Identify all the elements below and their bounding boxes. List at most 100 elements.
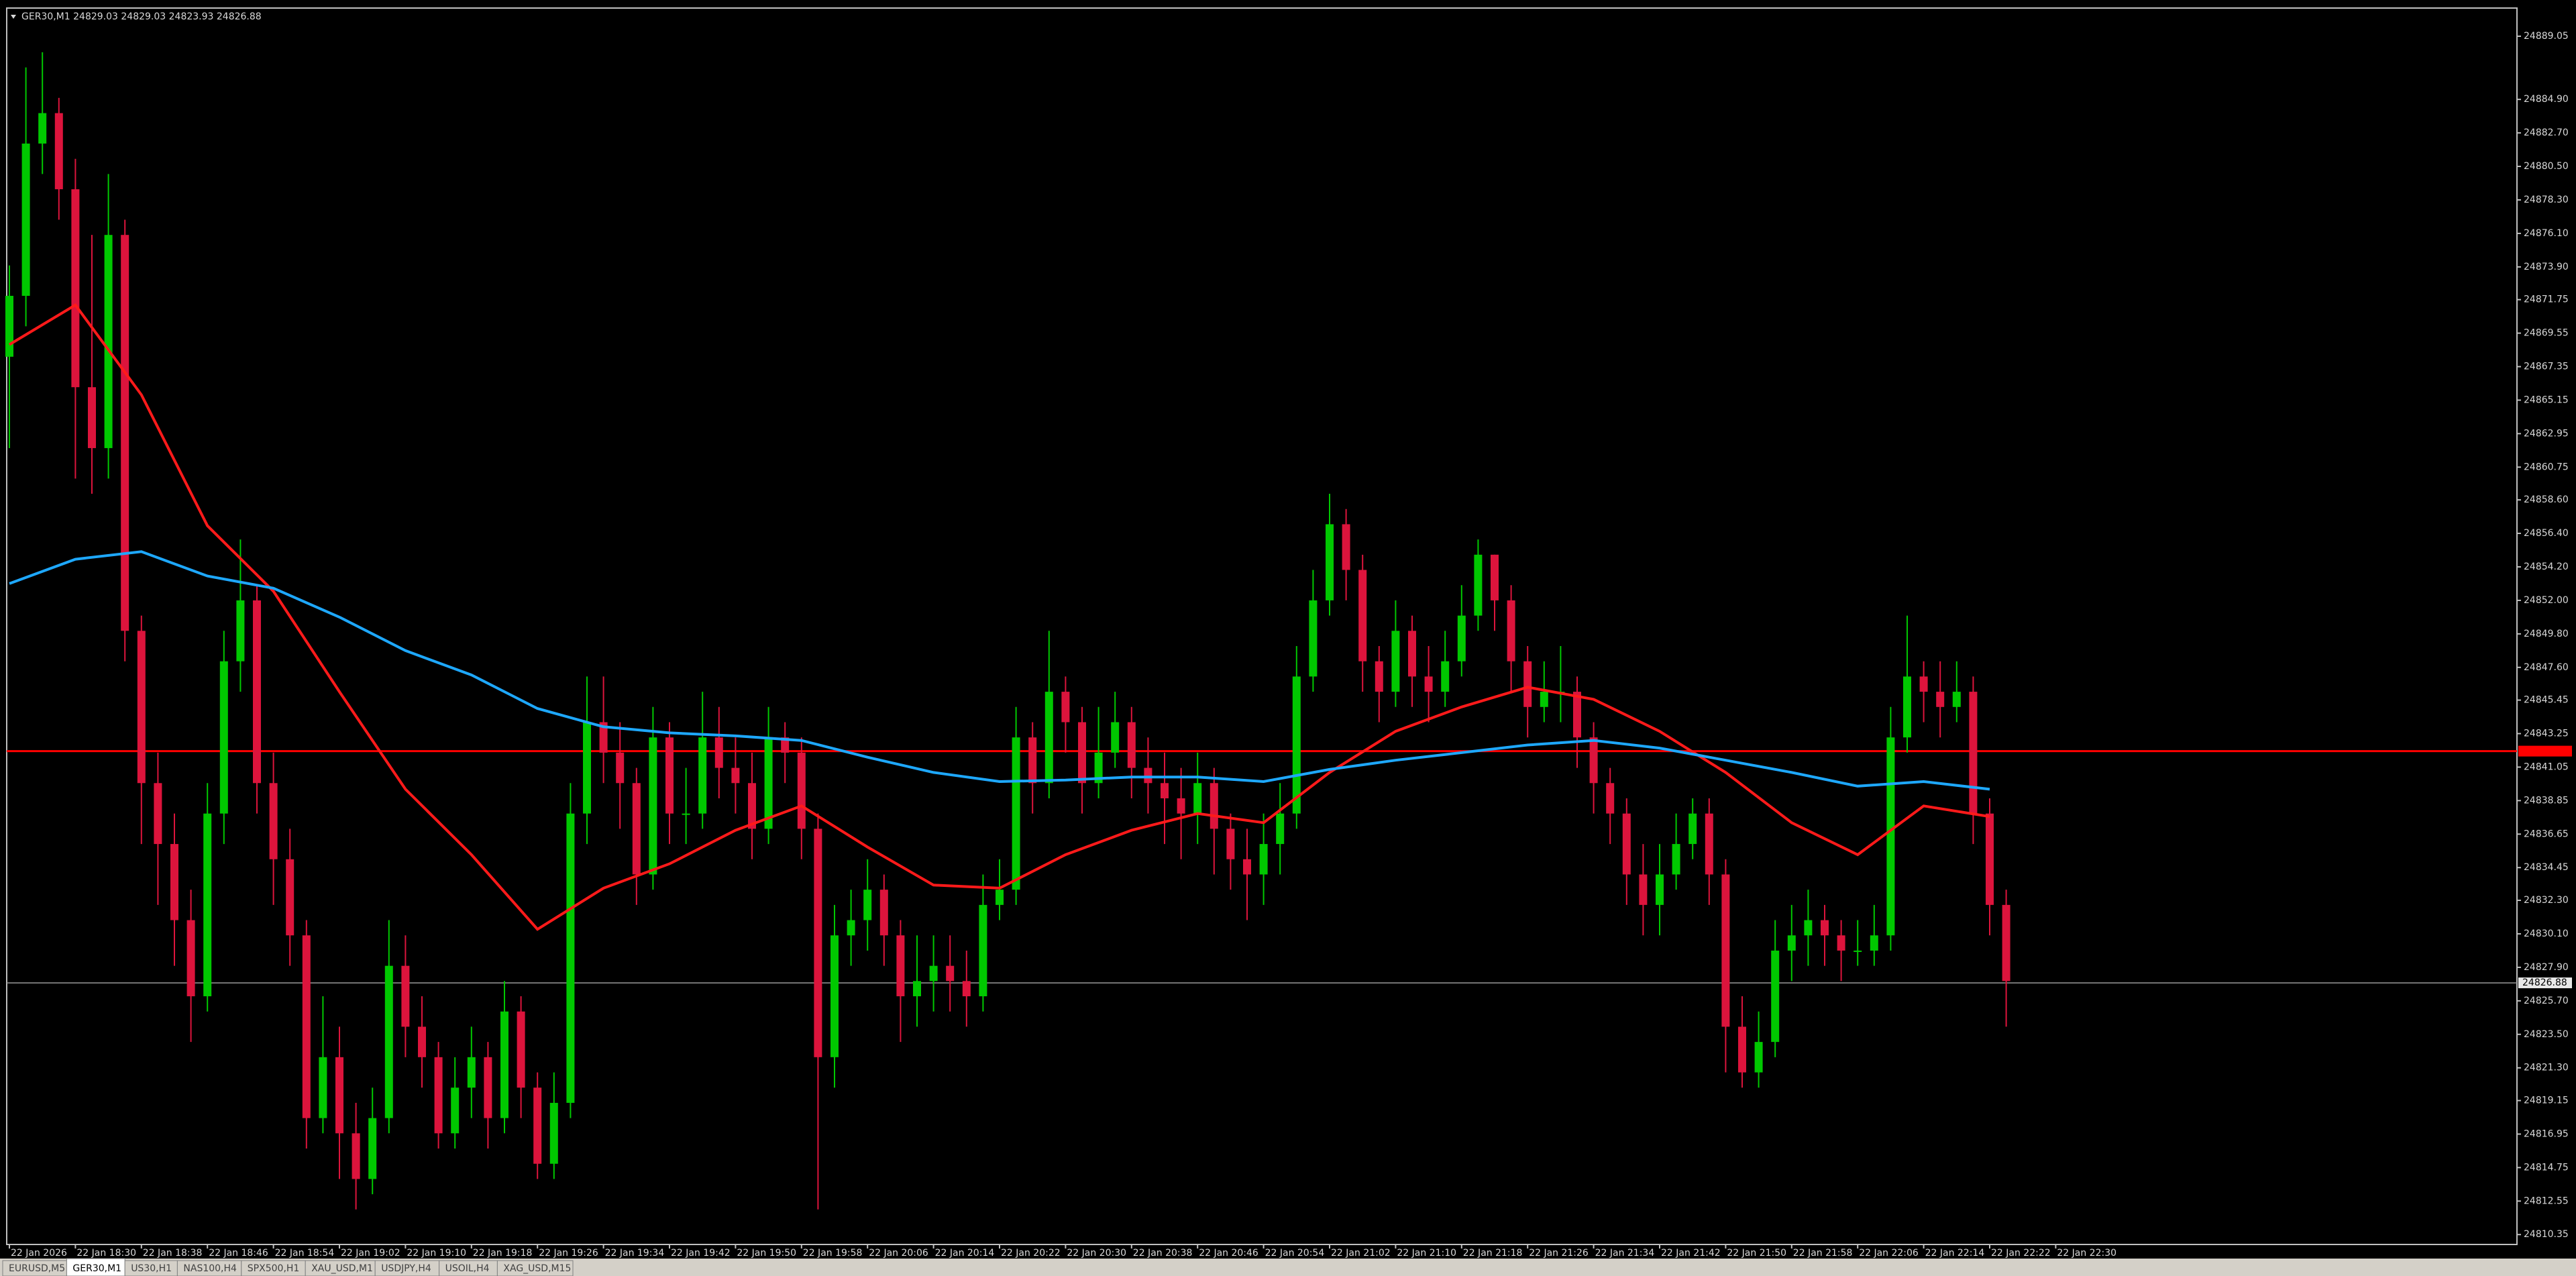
candle-body — [1903, 676, 1911, 738]
y-tick-label: 24845.45 — [2524, 695, 2569, 706]
candle-body — [1705, 813, 1713, 875]
x-tick-label: 22 Jan 20:30 — [1067, 1248, 1126, 1259]
y-tick-label: 24843.25 — [2524, 729, 2569, 739]
tab-label[interactable]: XAU_USD,M1 — [311, 1263, 373, 1274]
candle-body — [1854, 950, 1862, 952]
x-tick-label: 22 Jan 21:18 — [1463, 1248, 1523, 1259]
candle-body — [302, 935, 311, 1118]
candle-body — [1111, 722, 1120, 753]
candle-body — [1787, 935, 1796, 951]
tab-label[interactable]: EURUSD,M5 — [9, 1263, 65, 1274]
x-tick-label: 22 Jan 20:14 — [935, 1248, 995, 1259]
x-tick-label: 22 Jan 21:02 — [1331, 1248, 1391, 1259]
y-tick-label: 24827.90 — [2524, 962, 2569, 973]
y-tick-label: 24819.15 — [2524, 1096, 2569, 1106]
candle-body — [1688, 813, 1697, 845]
candle-body — [599, 722, 608, 753]
candle-body — [1144, 767, 1152, 784]
candle-body — [1358, 570, 1367, 661]
candle-body — [1292, 676, 1301, 814]
x-tick-label: 22 Jan 2026 — [11, 1248, 67, 1259]
tab-label[interactable]: SPX500,H1 — [248, 1263, 300, 1274]
tab-label[interactable]: GER30,M1 — [72, 1263, 121, 1274]
candle-body — [1523, 661, 1532, 707]
candle-body — [1391, 631, 1400, 692]
candle-body — [830, 935, 839, 1057]
candle-body — [583, 722, 591, 814]
tab-label[interactable]: USOIL,H4 — [445, 1263, 490, 1274]
candle-body — [137, 631, 146, 784]
candle-body — [434, 1057, 443, 1134]
tab[interactable] — [66, 1258, 125, 1276]
candle-body — [1639, 874, 1648, 905]
y-tick-label: 24871.75 — [2524, 295, 2569, 305]
bid-label: 24826.88 — [2522, 977, 2567, 988]
x-tick-label: 22 Jan 18:30 — [76, 1248, 136, 1259]
y-tick-label: 24823.50 — [2524, 1029, 2569, 1040]
candle-body — [682, 813, 690, 815]
candle-body — [1177, 798, 1185, 814]
y-tick-label: 24841.05 — [2524, 761, 2569, 772]
tab-label[interactable]: US30,H1 — [131, 1263, 172, 1274]
candle-body — [1589, 737, 1598, 784]
x-tick-label: 22 Jan 18:38 — [143, 1248, 203, 1259]
x-tick-label: 22 Jan 22:06 — [1859, 1248, 1919, 1259]
candle-body — [1012, 737, 1020, 890]
candle-body — [1507, 600, 1515, 661]
candle-body — [451, 1087, 460, 1134]
bid-marker — [2518, 977, 2572, 989]
candle-body — [1210, 783, 1218, 829]
candle-body — [1457, 615, 1466, 661]
candle-body — [1952, 692, 1961, 707]
candle-body — [1375, 661, 1383, 692]
candle-body — [1986, 813, 1994, 905]
x-tick-label: 22 Jan 21:10 — [1397, 1248, 1456, 1259]
candle-body — [1441, 661, 1450, 692]
candle-body — [632, 783, 641, 875]
candle-body — [797, 752, 806, 829]
x-tick-label: 22 Jan 19:10 — [407, 1248, 466, 1259]
candle-body — [1094, 752, 1103, 784]
x-tick-label: 22 Jan 19:58 — [803, 1248, 863, 1259]
tab-label[interactable]: NAS100,H4 — [183, 1263, 237, 1274]
moving-average — [8, 303, 1990, 931]
candle-body — [203, 813, 212, 997]
y-tick-label: 24873.90 — [2524, 262, 2569, 272]
candle-body — [996, 890, 1004, 905]
x-tick-label: 22 Jan 19:26 — [539, 1248, 598, 1259]
x-tick-label: 22 Jan 20:06 — [869, 1248, 928, 1259]
y-tick-label: 24849.80 — [2524, 629, 2569, 639]
candle-body — [467, 1057, 476, 1088]
y-tick-label: 24810.35 — [2524, 1229, 2569, 1240]
candle-body — [154, 783, 162, 845]
tab[interactable] — [496, 1260, 574, 1276]
candle-body — [1804, 920, 1813, 936]
y-tick-label: 24832.30 — [2524, 895, 2569, 906]
candle-body — [748, 783, 756, 829]
y-tick-label: 24838.85 — [2524, 795, 2569, 806]
y-tick-label: 24814.75 — [2524, 1162, 2569, 1173]
candle-body — [1127, 722, 1136, 768]
y-tick-label: 24867.35 — [2524, 362, 2569, 372]
tab-label[interactable]: USDJPY,H4 — [381, 1263, 431, 1274]
candle-body — [38, 113, 47, 144]
candle-body — [1061, 692, 1070, 723]
x-tick-label: 22 Jan 20:54 — [1265, 1248, 1325, 1259]
level-marker — [2518, 745, 2572, 757]
x-tick-label: 22 Jan 19:34 — [605, 1248, 665, 1259]
tab-label[interactable]: XAG_USD,M15 — [503, 1263, 571, 1274]
candle-body — [418, 1026, 426, 1057]
candle-body — [1656, 874, 1664, 905]
x-tick-label: 22 Jan 19:02 — [341, 1248, 400, 1259]
candle-body — [946, 965, 955, 981]
candle-body — [1259, 844, 1268, 875]
candle-body — [121, 235, 129, 631]
candle-body — [731, 767, 740, 784]
candle-body — [352, 1133, 360, 1179]
candle-body — [54, 113, 63, 190]
candle-body — [764, 737, 773, 829]
candle-body — [2002, 904, 2010, 981]
y-tick-label: 24812.55 — [2524, 1195, 2569, 1206]
candle-body — [1193, 783, 1202, 814]
x-tick-label: 22 Jan 22:22 — [1991, 1248, 2051, 1259]
